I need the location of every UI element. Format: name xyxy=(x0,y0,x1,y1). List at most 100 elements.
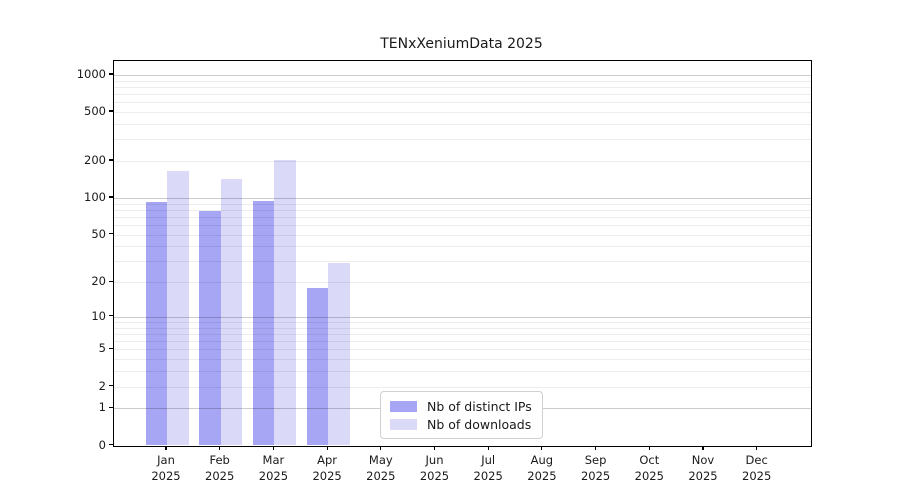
minor-gridline xyxy=(114,327,811,329)
x-tick-year: 2025 xyxy=(366,468,396,483)
minor-gridline xyxy=(114,112,811,114)
legend-item-distinct-ips: Nb of distinct IPs xyxy=(390,397,533,415)
x-tick-year: 2025 xyxy=(151,468,181,483)
x-tick-label-apr: Apr 2025 xyxy=(297,452,357,484)
x-tick-month: Apr xyxy=(317,452,338,467)
legend-swatch-downloads xyxy=(390,418,417,430)
y-tick-label-1: 1 xyxy=(98,400,106,415)
bar-jan-s1 xyxy=(167,170,189,446)
x-tick-year: 2025 xyxy=(312,468,342,483)
minor-gridline xyxy=(114,246,811,248)
x-tick-year: 2025 xyxy=(634,468,664,483)
minor-gridline xyxy=(114,94,811,96)
bar-feb-s1 xyxy=(220,178,243,446)
minor-gridline xyxy=(114,203,811,205)
legend-label-distinct-ips: Nb of distinct IPs xyxy=(427,398,532,414)
y-tick-mark xyxy=(109,347,113,349)
x-tick-label-dec: Dec 2025 xyxy=(727,452,787,484)
x-tick-year: 2025 xyxy=(742,468,772,483)
bar-apr-s1 xyxy=(328,263,350,446)
x-tick-label-jul: Jul 2025 xyxy=(458,452,518,484)
x-tick-month: Dec xyxy=(745,452,768,467)
x-tick-mark xyxy=(702,445,704,450)
minor-gridline xyxy=(114,225,811,226)
x-tick-month: May xyxy=(368,452,393,467)
x-tick-label-may: May 2025 xyxy=(351,452,411,484)
y-tick-mark xyxy=(109,196,113,198)
minor-gridline xyxy=(114,386,811,388)
minor-gridline xyxy=(114,216,811,218)
x-tick-mark xyxy=(487,445,489,450)
x-tick-label-sep: Sep 2025 xyxy=(566,452,626,484)
x-tick-year: 2025 xyxy=(688,468,718,483)
y-tick-label-10: 10 xyxy=(91,308,106,323)
y-tick-label-100: 100 xyxy=(84,189,106,204)
x-tick-mark xyxy=(219,445,221,450)
minor-gridline xyxy=(114,333,811,335)
x-tick-mark xyxy=(380,445,382,450)
x-tick-mark xyxy=(165,445,167,450)
x-tick-year: 2025 xyxy=(473,468,503,483)
y-tick-mark xyxy=(109,73,113,75)
legend-swatch-distinct-ips xyxy=(390,400,417,412)
x-tick-year: 2025 xyxy=(527,468,557,483)
bar-feb-s0 xyxy=(199,211,221,446)
y-tick-label-2: 2 xyxy=(98,378,106,393)
minor-gridline xyxy=(114,102,811,104)
x-tick-mark xyxy=(326,445,328,450)
minor-gridline xyxy=(114,322,811,323)
y-tick-mark xyxy=(109,315,113,317)
minor-gridline xyxy=(114,341,811,343)
minor-gridline xyxy=(114,209,811,211)
x-tick-label-oct: Oct 2025 xyxy=(619,452,679,484)
grid-layer xyxy=(114,61,811,446)
y-tick-mark xyxy=(109,280,113,282)
minor-gridline xyxy=(114,139,811,141)
x-tick-month: Feb xyxy=(209,452,230,467)
x-tick-year: 2025 xyxy=(580,468,611,483)
y-tick-label-1000: 1000 xyxy=(76,66,106,81)
y-tick-mark xyxy=(109,406,113,408)
x-tick-year: 2025 xyxy=(205,468,235,483)
y-tick-label-0: 0 xyxy=(98,437,106,452)
bar-jan-s0 xyxy=(145,202,167,446)
minor-gridline xyxy=(114,371,811,373)
minor-gridline xyxy=(114,124,811,125)
y-tick-label-5: 5 xyxy=(98,341,106,356)
major-gridline xyxy=(114,197,811,199)
x-tick-mark xyxy=(272,445,274,450)
legend-label-downloads: Nb of downloads xyxy=(427,416,532,432)
minor-gridline xyxy=(114,359,811,361)
minor-gridline xyxy=(114,80,811,82)
x-tick-mark xyxy=(648,445,650,450)
minor-gridline xyxy=(114,282,811,284)
bars-layer xyxy=(114,61,811,446)
x-tick-mark xyxy=(595,445,597,450)
x-tick-mark xyxy=(756,445,758,450)
y-tick-label-200: 200 xyxy=(84,153,106,168)
y-tick-mark xyxy=(109,443,113,446)
x-tick-label-jan: Jan 2025 xyxy=(136,452,196,484)
minor-gridline xyxy=(114,161,811,163)
minor-gridline xyxy=(114,86,811,88)
x-tick-month: Aug xyxy=(530,452,554,467)
y-tick-mark xyxy=(109,159,113,161)
x-tick-label-aug: Aug 2025 xyxy=(512,452,572,484)
y-tick-mark xyxy=(109,110,113,112)
x-tick-month: Oct xyxy=(639,452,660,467)
major-gridline xyxy=(114,74,811,76)
bar-mar-s0 xyxy=(252,201,275,446)
x-tick-label-feb: Feb 2025 xyxy=(190,452,250,484)
chart-title: TENxXeniumData 2025 xyxy=(380,36,543,52)
x-tick-label-nov: Nov 2025 xyxy=(673,452,733,484)
minor-gridline xyxy=(114,349,811,351)
y-tick-label-500: 500 xyxy=(84,104,106,119)
x-tick-label-jun: Jun 2025 xyxy=(405,452,465,484)
x-tick-month: Sep xyxy=(584,452,607,467)
y-tick-mark xyxy=(109,233,113,235)
y-tick-label-50: 50 xyxy=(91,226,106,241)
y-tick-label-20: 20 xyxy=(91,274,106,289)
plot-area xyxy=(113,60,812,447)
legend-item-downloads: Nb of downloads xyxy=(390,415,533,433)
